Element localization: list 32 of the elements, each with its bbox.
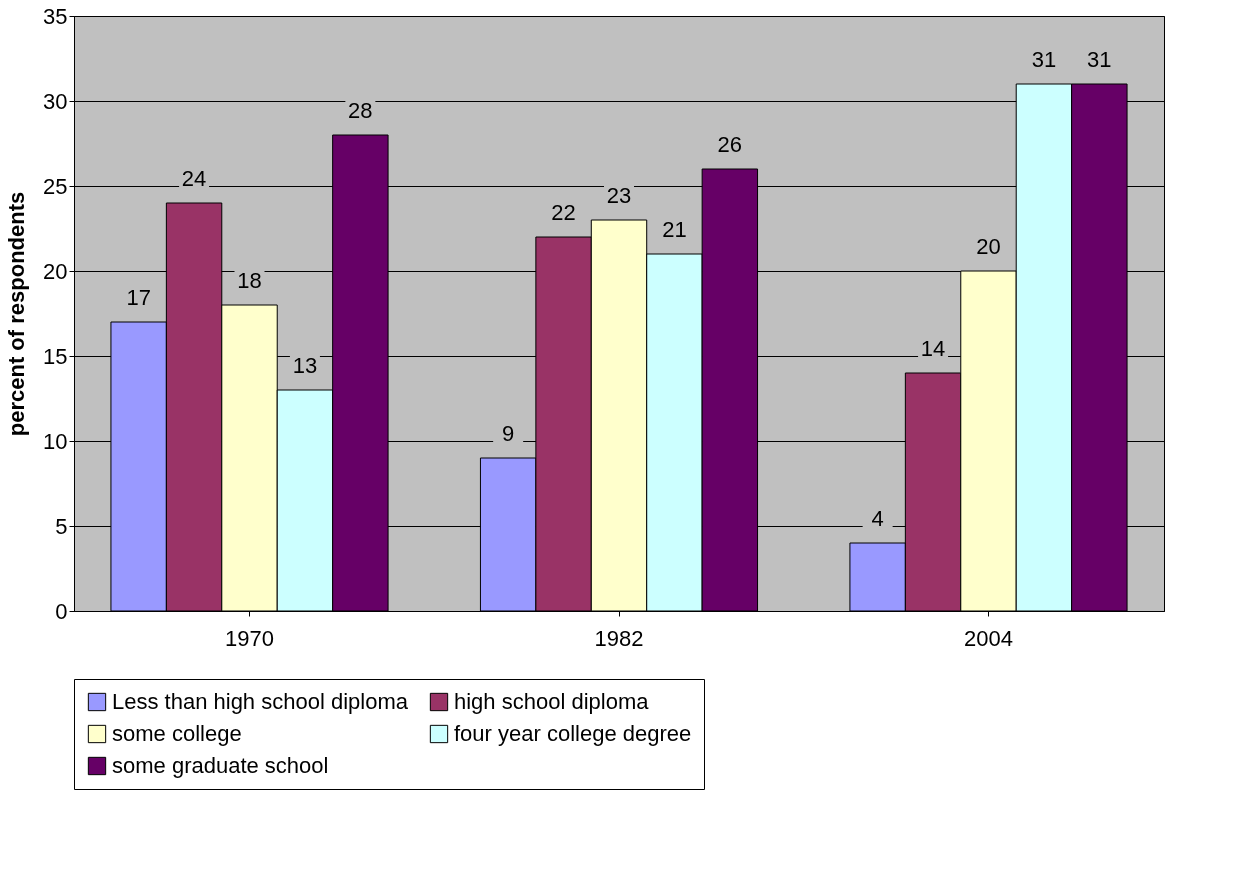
data-label: 17 — [126, 285, 151, 310]
data-label: 22 — [551, 200, 576, 225]
data-label: 23 — [606, 183, 632, 208]
y-tick-label: 20 — [43, 258, 68, 284]
data-label: 26 — [717, 132, 743, 157]
y-tick-label: 10 — [43, 428, 68, 454]
legend-label: some graduate school — [112, 753, 329, 778]
y-tick-label: 35 — [43, 3, 68, 29]
y-tick-label: 15 — [43, 343, 68, 369]
data-label: 31 — [1031, 47, 1057, 72]
y-axis-title: percent of respondents — [4, 191, 30, 437]
data-label: 21 — [662, 217, 687, 242]
x-tick-label: 2004 — [964, 625, 1013, 651]
y-tick-label: 25 — [43, 173, 68, 199]
x-tick-label: 1982 — [594, 625, 644, 651]
data-label: 28 — [348, 98, 373, 123]
legend-label: some college — [112, 721, 242, 746]
data-label: 31 — [1087, 47, 1112, 72]
legend-label: four year college degree — [454, 721, 692, 746]
legend-label: Less than high school diploma — [112, 689, 409, 714]
data-label: 14 — [920, 336, 946, 361]
y-tick-label: 30 — [43, 88, 68, 114]
x-tick-label: 1970 — [225, 625, 274, 651]
data-label: 24 — [181, 166, 207, 191]
data-label: 18 — [237, 268, 262, 293]
legend-label: high school diploma — [454, 689, 650, 714]
data-label: 9 — [502, 421, 515, 446]
data-label: 20 — [976, 234, 1001, 259]
y-tick-label: 5 — [55, 513, 68, 539]
data-label: 13 — [292, 353, 318, 378]
y-tick-label: 0 — [55, 598, 68, 624]
data-label: 4 — [871, 506, 884, 531]
